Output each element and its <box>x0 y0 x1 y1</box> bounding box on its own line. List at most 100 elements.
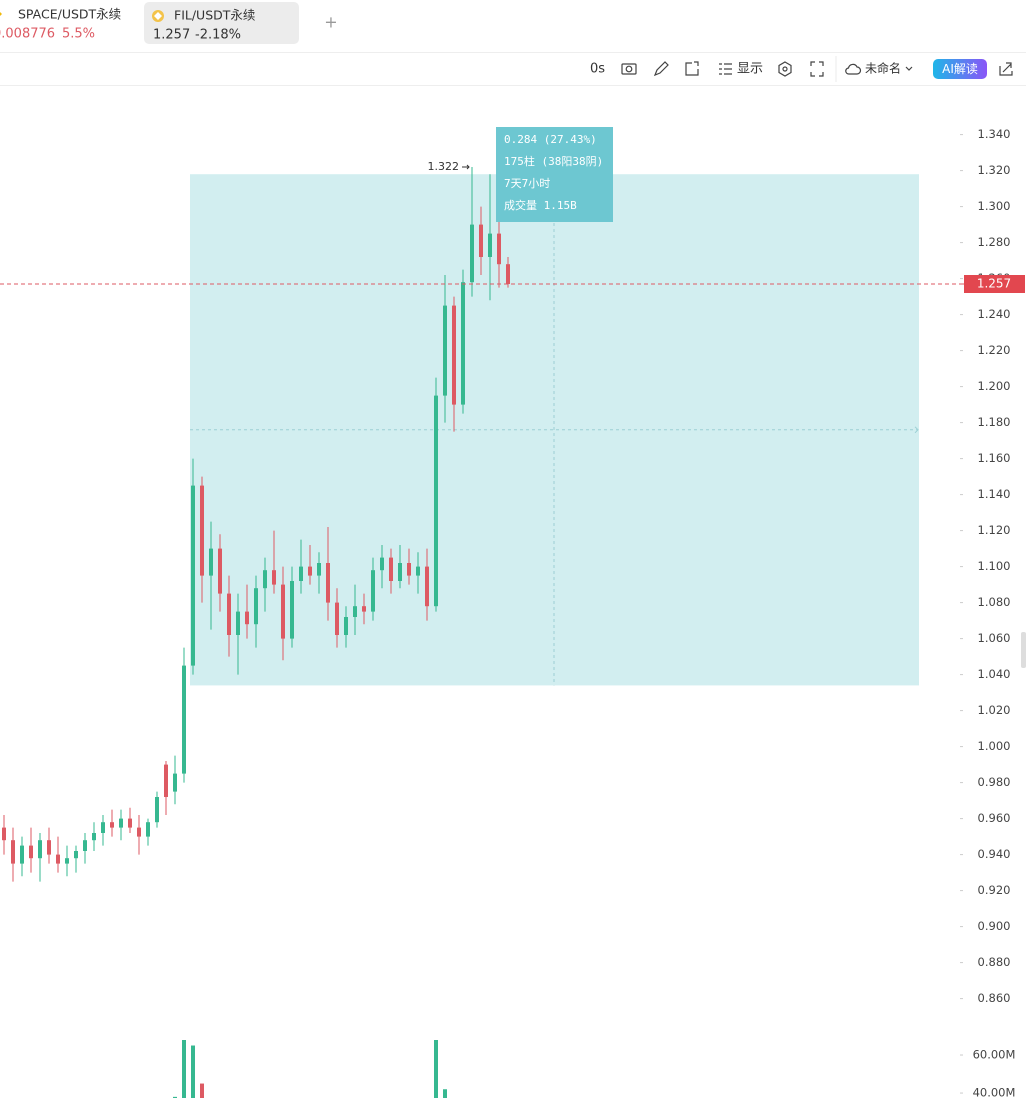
volume-bar <box>434 1040 438 1098</box>
volume-bar <box>200 1083 204 1098</box>
range-tooltip-line: 0.284 (27.43%) <box>504 133 597 146</box>
ai-button-label[interactable]: AI解读 <box>942 62 978 76</box>
candle-body <box>263 570 267 589</box>
volume-bar <box>443 1089 447 1098</box>
candle-body <box>425 566 429 607</box>
candle-body <box>326 563 330 603</box>
candle-body <box>191 485 195 666</box>
candle-body <box>218 548 222 594</box>
candle-body <box>101 822 105 833</box>
screenshot-icon[interactable] <box>621 63 637 75</box>
display-button[interactable]: 显示 <box>737 62 763 77</box>
candle-body <box>470 224 474 283</box>
range-arrow <box>914 426 919 434</box>
candle-body <box>272 570 276 585</box>
settings-icon[interactable] <box>778 61 792 77</box>
dropdown-icon[interactable] <box>905 66 913 71</box>
y-tick-label: 0.880 <box>978 955 1011 969</box>
y-tick-label: 1.000 <box>978 739 1011 753</box>
tab-price: 0.008776 <box>0 27 55 42</box>
candle-body <box>398 563 402 581</box>
candle-body <box>11 840 15 864</box>
last-price-label: 1.257 <box>977 277 1011 291</box>
candle-body <box>380 557 384 571</box>
candle-body <box>371 570 375 612</box>
ai-button[interactable] <box>933 59 987 79</box>
share-icon[interactable] <box>999 62 1013 76</box>
candle-body <box>20 845 24 864</box>
candle-body <box>47 840 51 855</box>
cloud-icon[interactable] <box>845 63 862 75</box>
candle-body <box>407 563 411 576</box>
range-tooltip-line: 成交量 1.15B <box>504 198 577 212</box>
y-tick-label: 1.160 <box>978 451 1011 465</box>
candle-body <box>416 566 420 576</box>
side-handle[interactable] <box>1021 632 1026 668</box>
volume-bar <box>173 1096 177 1098</box>
candle-body <box>281 584 285 639</box>
range-tooltip <box>496 127 613 222</box>
volume-bar <box>191 1045 195 1098</box>
window-icon[interactable] <box>685 61 699 76</box>
tab-price: 1.257 <box>153 28 190 43</box>
candle-body <box>488 233 492 257</box>
high-arrow <box>462 164 470 170</box>
y-tick-label: 0.960 <box>978 811 1011 825</box>
candle-body <box>452 305 456 405</box>
tab-name[interactable]: FIL/USDT永续 <box>174 8 255 23</box>
fullscreen-icon[interactable] <box>810 61 824 77</box>
y-tick-label: 1.120 <box>978 523 1011 537</box>
candle-body <box>236 611 240 635</box>
interval-button[interactable]: 0s <box>590 62 605 77</box>
toolbar: 0s 显示 未命名 AI解读 <box>590 56 1013 82</box>
y-tick-label: 0.900 <box>978 919 1011 933</box>
y-tick-label: 1.220 <box>978 343 1011 357</box>
candle-body <box>299 566 303 581</box>
candle-body <box>335 602 339 635</box>
tab-change: -2.18% <box>195 28 241 43</box>
candle-body <box>83 840 87 851</box>
tab-name[interactable]: SPACE/USDT永续 <box>18 7 121 22</box>
vol-tick-label: 60.00M <box>973 1048 1016 1062</box>
price-pane: 1.322 0.284 (27.43%) 175柱 (38阳38阴) 7天7小时成交量… <box>0 127 960 882</box>
candle-body <box>227 593 231 635</box>
display-icon[interactable] <box>719 63 732 75</box>
y-tick-label: 0.920 <box>978 883 1011 897</box>
tab-bar: SPACE/USDT永续 0.008776 5.5% FIL/USDT永续 1.… <box>0 2 338 44</box>
volume-pane <box>173 1040 447 1098</box>
candle-body <box>461 282 465 405</box>
y-tick-label: 1.020 <box>978 703 1011 717</box>
y-tick-label: 0.860 <box>978 991 1011 1005</box>
candle-body <box>137 827 141 837</box>
add-tab[interactable]: + <box>324 13 337 32</box>
price-axis: 1.3401.3201.3001.2801.2601.2401.2201.200… <box>960 127 1025 1098</box>
candle-body <box>29 845 33 859</box>
y-tick-label: 1.140 <box>978 487 1011 501</box>
candle-body <box>497 233 501 265</box>
candle-body <box>92 833 96 841</box>
y-tick-label: 1.200 <box>978 379 1011 393</box>
y-tick-label: 1.240 <box>978 307 1011 321</box>
vol-tick-label: 40.00M <box>973 1086 1016 1098</box>
high-label: 1.322 <box>428 160 460 173</box>
candle-body <box>173 773 177 792</box>
candle-body <box>146 822 150 837</box>
tab-change: 5.5% <box>62 27 95 42</box>
candle-body <box>434 395 438 607</box>
y-tick-label: 1.300 <box>978 199 1011 213</box>
candle-body <box>38 840 42 859</box>
candle-body <box>119 818 123 828</box>
y-tick-label: 1.320 <box>978 163 1011 177</box>
candle-body <box>317 563 321 576</box>
candle-body <box>254 588 258 625</box>
y-tick-label: 1.340 <box>978 127 1011 141</box>
active-tab[interactable] <box>144 2 299 44</box>
draw-icon[interactable] <box>653 61 669 77</box>
coin-icon <box>0 12 2 16</box>
y-tick-label: 0.940 <box>978 847 1011 861</box>
layout-name[interactable]: 未命名 <box>865 61 901 76</box>
candle-body <box>128 818 132 828</box>
candle-body <box>110 822 114 828</box>
volume-bar <box>182 1040 186 1098</box>
candle-body <box>443 305 447 396</box>
